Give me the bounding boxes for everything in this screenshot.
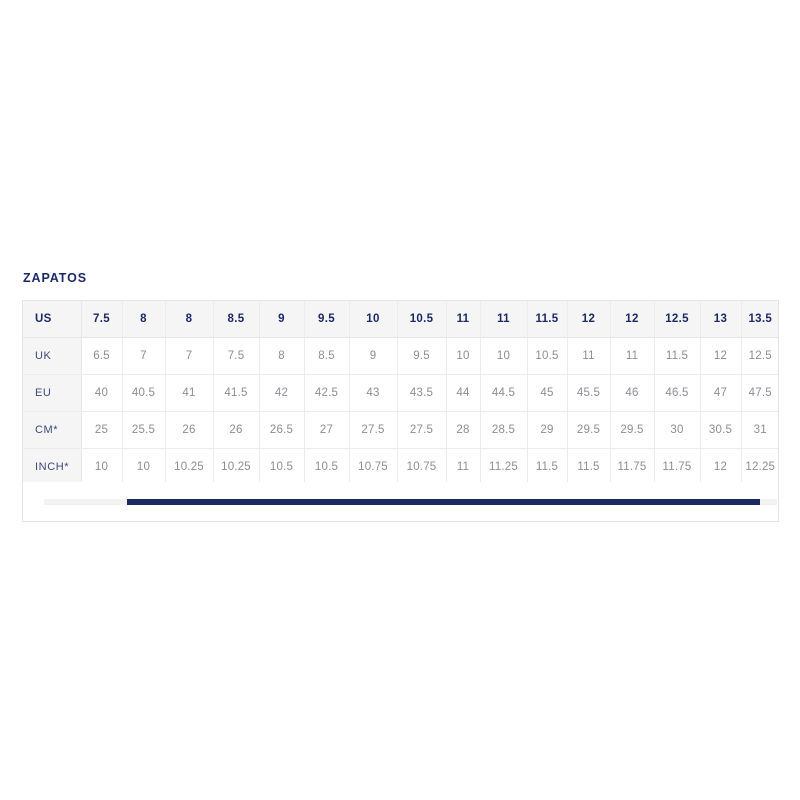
cell-eu-2: 41 (165, 374, 214, 412)
cell-us-3: 8.5 (213, 301, 260, 338)
cell-eu-14: 47 (700, 374, 742, 412)
horizontal-scrollbar-thumb[interactable] (127, 499, 760, 505)
cell-us-0: 7.5 (81, 301, 123, 338)
cell-cm-10: 29 (527, 411, 568, 449)
cell-cm-4: 26.5 (259, 411, 305, 449)
cell-eu-9: 44.5 (480, 374, 528, 412)
row-label-uk: UK (23, 337, 82, 375)
cell-inch-6: 10.75 (349, 448, 398, 486)
cell-us-4: 9 (259, 301, 305, 338)
cell-inch-1: 10 (122, 448, 166, 486)
table-row-us-header: US 7.5 8 8 8.5 9 9.5 10 10.5 11 11 11.5 … (23, 301, 778, 338)
cell-eu-15: 47.5 (741, 374, 778, 412)
cell-us-10: 11.5 (527, 301, 568, 338)
cell-uk-15: 12.5 (741, 337, 778, 375)
cell-uk-12: 11 (610, 337, 655, 375)
horizontal-scroll-area (23, 482, 778, 521)
cell-inch-7: 10.75 (397, 448, 447, 486)
cell-inch-11: 11.5 (567, 448, 611, 486)
cell-uk-9: 10 (480, 337, 528, 375)
cell-inch-10: 11.5 (527, 448, 568, 486)
cell-cm-2: 26 (165, 411, 214, 449)
cell-uk-0: 6.5 (81, 337, 123, 375)
cell-uk-3: 7.5 (213, 337, 260, 375)
cell-cm-13: 30 (654, 411, 701, 449)
cell-us-9: 11 (480, 301, 528, 338)
cell-us-1: 8 (122, 301, 166, 338)
cell-inch-3: 10.25 (213, 448, 260, 486)
cell-cm-0: 25 (81, 411, 123, 449)
cell-cm-6: 27.5 (349, 411, 398, 449)
size-table-container: US 7.5 8 8 8.5 9 9.5 10 10.5 11 11 11.5 … (22, 300, 779, 522)
row-label-inch: INCH* (23, 448, 82, 486)
cell-us-12: 12 (610, 301, 655, 338)
row-label-us: US (23, 301, 82, 338)
cell-cm-8: 28 (446, 411, 481, 449)
cell-uk-14: 12 (700, 337, 742, 375)
cell-us-5: 9.5 (304, 301, 350, 338)
cell-us-8: 11 (446, 301, 481, 338)
size-table-body: US 7.5 8 8 8.5 9 9.5 10 10.5 11 11 11.5 … (23, 301, 778, 486)
cell-uk-1: 7 (122, 337, 166, 375)
cell-cm-15: 31 (741, 411, 778, 449)
cell-cm-3: 26 (213, 411, 260, 449)
row-label-cm: CM* (23, 411, 82, 449)
cell-us-6: 10 (349, 301, 398, 338)
table-row-cm: CM* 25 25.5 26 26 26.5 27 27.5 27.5 28 2… (23, 411, 778, 449)
cell-uk-11: 11 (567, 337, 611, 375)
cell-inch-5: 10.5 (304, 448, 350, 486)
cell-inch-13: 11.75 (654, 448, 701, 486)
cell-eu-11: 45.5 (567, 374, 611, 412)
cell-us-13: 12.5 (654, 301, 701, 338)
cell-us-15: 13.5 (741, 301, 778, 338)
cell-us-2: 8 (165, 301, 214, 338)
cell-inch-9: 11.25 (480, 448, 528, 486)
cell-cm-11: 29.5 (567, 411, 611, 449)
cell-cm-9: 28.5 (480, 411, 528, 449)
horizontal-scrollbar-track[interactable] (44, 499, 777, 505)
table-row-eu: EU 40 40.5 41 41.5 42 42.5 43 43.5 44 44… (23, 374, 778, 412)
cell-inch-12: 11.75 (610, 448, 655, 486)
cell-uk-10: 10.5 (527, 337, 568, 375)
table-row-uk: UK 6.5 7 7 7.5 8 8.5 9 9.5 10 10 10.5 11… (23, 337, 778, 375)
cell-eu-1: 40.5 (122, 374, 166, 412)
cell-eu-7: 43.5 (397, 374, 447, 412)
cell-eu-13: 46.5 (654, 374, 701, 412)
cell-inch-4: 10.5 (259, 448, 305, 486)
cell-uk-13: 11.5 (654, 337, 701, 375)
cell-uk-8: 10 (446, 337, 481, 375)
cell-cm-14: 30.5 (700, 411, 742, 449)
table-row-inch: INCH* 10 10 10.25 10.25 10.5 10.5 10.75 … (23, 448, 778, 486)
cell-eu-12: 46 (610, 374, 655, 412)
cell-inch-14: 12 (700, 448, 742, 486)
cell-inch-0: 10 (81, 448, 123, 486)
cell-uk-7: 9.5 (397, 337, 447, 375)
page-title: ZAPATOS (23, 271, 87, 285)
cell-eu-10: 45 (527, 374, 568, 412)
cell-eu-3: 41.5 (213, 374, 260, 412)
cell-inch-15: 12.25 (741, 448, 778, 486)
cell-uk-5: 8.5 (304, 337, 350, 375)
row-label-eu: EU (23, 374, 82, 412)
cell-us-14: 13 (700, 301, 742, 338)
cell-us-11: 12 (567, 301, 611, 338)
cell-cm-12: 29.5 (610, 411, 655, 449)
cell-us-7: 10.5 (397, 301, 447, 338)
cell-inch-2: 10.25 (165, 448, 214, 486)
cell-eu-4: 42 (259, 374, 305, 412)
cell-uk-4: 8 (259, 337, 305, 375)
cell-cm-1: 25.5 (122, 411, 166, 449)
cell-eu-6: 43 (349, 374, 398, 412)
cell-eu-0: 40 (81, 374, 123, 412)
cell-uk-2: 7 (165, 337, 214, 375)
cell-eu-5: 42.5 (304, 374, 350, 412)
cell-inch-8: 11 (446, 448, 481, 486)
cell-cm-5: 27 (304, 411, 350, 449)
size-table: US 7.5 8 8 8.5 9 9.5 10 10.5 11 11 11.5 … (23, 301, 778, 486)
cell-eu-8: 44 (446, 374, 481, 412)
cell-cm-7: 27.5 (397, 411, 447, 449)
cell-uk-6: 9 (349, 337, 398, 375)
